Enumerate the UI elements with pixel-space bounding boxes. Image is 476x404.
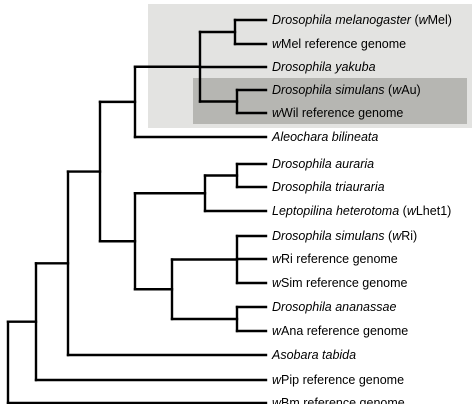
leaf-label-wil-ref: wWil reference genome [272, 106, 403, 120]
leaf-label-tri: Drosophila triauraria [272, 180, 385, 194]
leaf-label-yak: Drosophila yakuba [272, 60, 376, 74]
leaf-label-pip-ref: wPip reference genome [272, 373, 404, 387]
leaf-labels: Drosophila melanogaster (wMel) wMel refer… [271, 13, 452, 404]
leaf-label-aur: Drosophila auraria [272, 157, 374, 171]
leaf-label-ana-ref: wAna reference genome [272, 324, 408, 338]
highlight-box-simulans-clade [193, 78, 467, 124]
leaf-label-ri-ref: wRi reference genome [272, 252, 398, 266]
leaf-label-simri: Drosophila simulans (wRi) [272, 229, 417, 243]
leaf-label-mel-ref: wMel reference genome [272, 37, 406, 51]
leaf-label-bm-ref: wBm reference genome [272, 396, 405, 404]
leaf-label-lep: Leptopilina heterotoma (wLhet1) [272, 204, 451, 218]
leaf-label-sim-ref: wSim reference genome [272, 276, 408, 290]
tree-branches [6, 18, 268, 404]
leaf-label-ale: Aleochara bilineata [271, 130, 378, 144]
leaf-label-mel: Drosophila melanogaster (wMel) [272, 13, 452, 27]
leaf-label-simau: Drosophila simulans (wAu) [272, 83, 421, 97]
leaf-label-ana: Drosophila ananassae [272, 300, 396, 314]
leaf-label-asob: Asobara tabida [271, 348, 356, 362]
